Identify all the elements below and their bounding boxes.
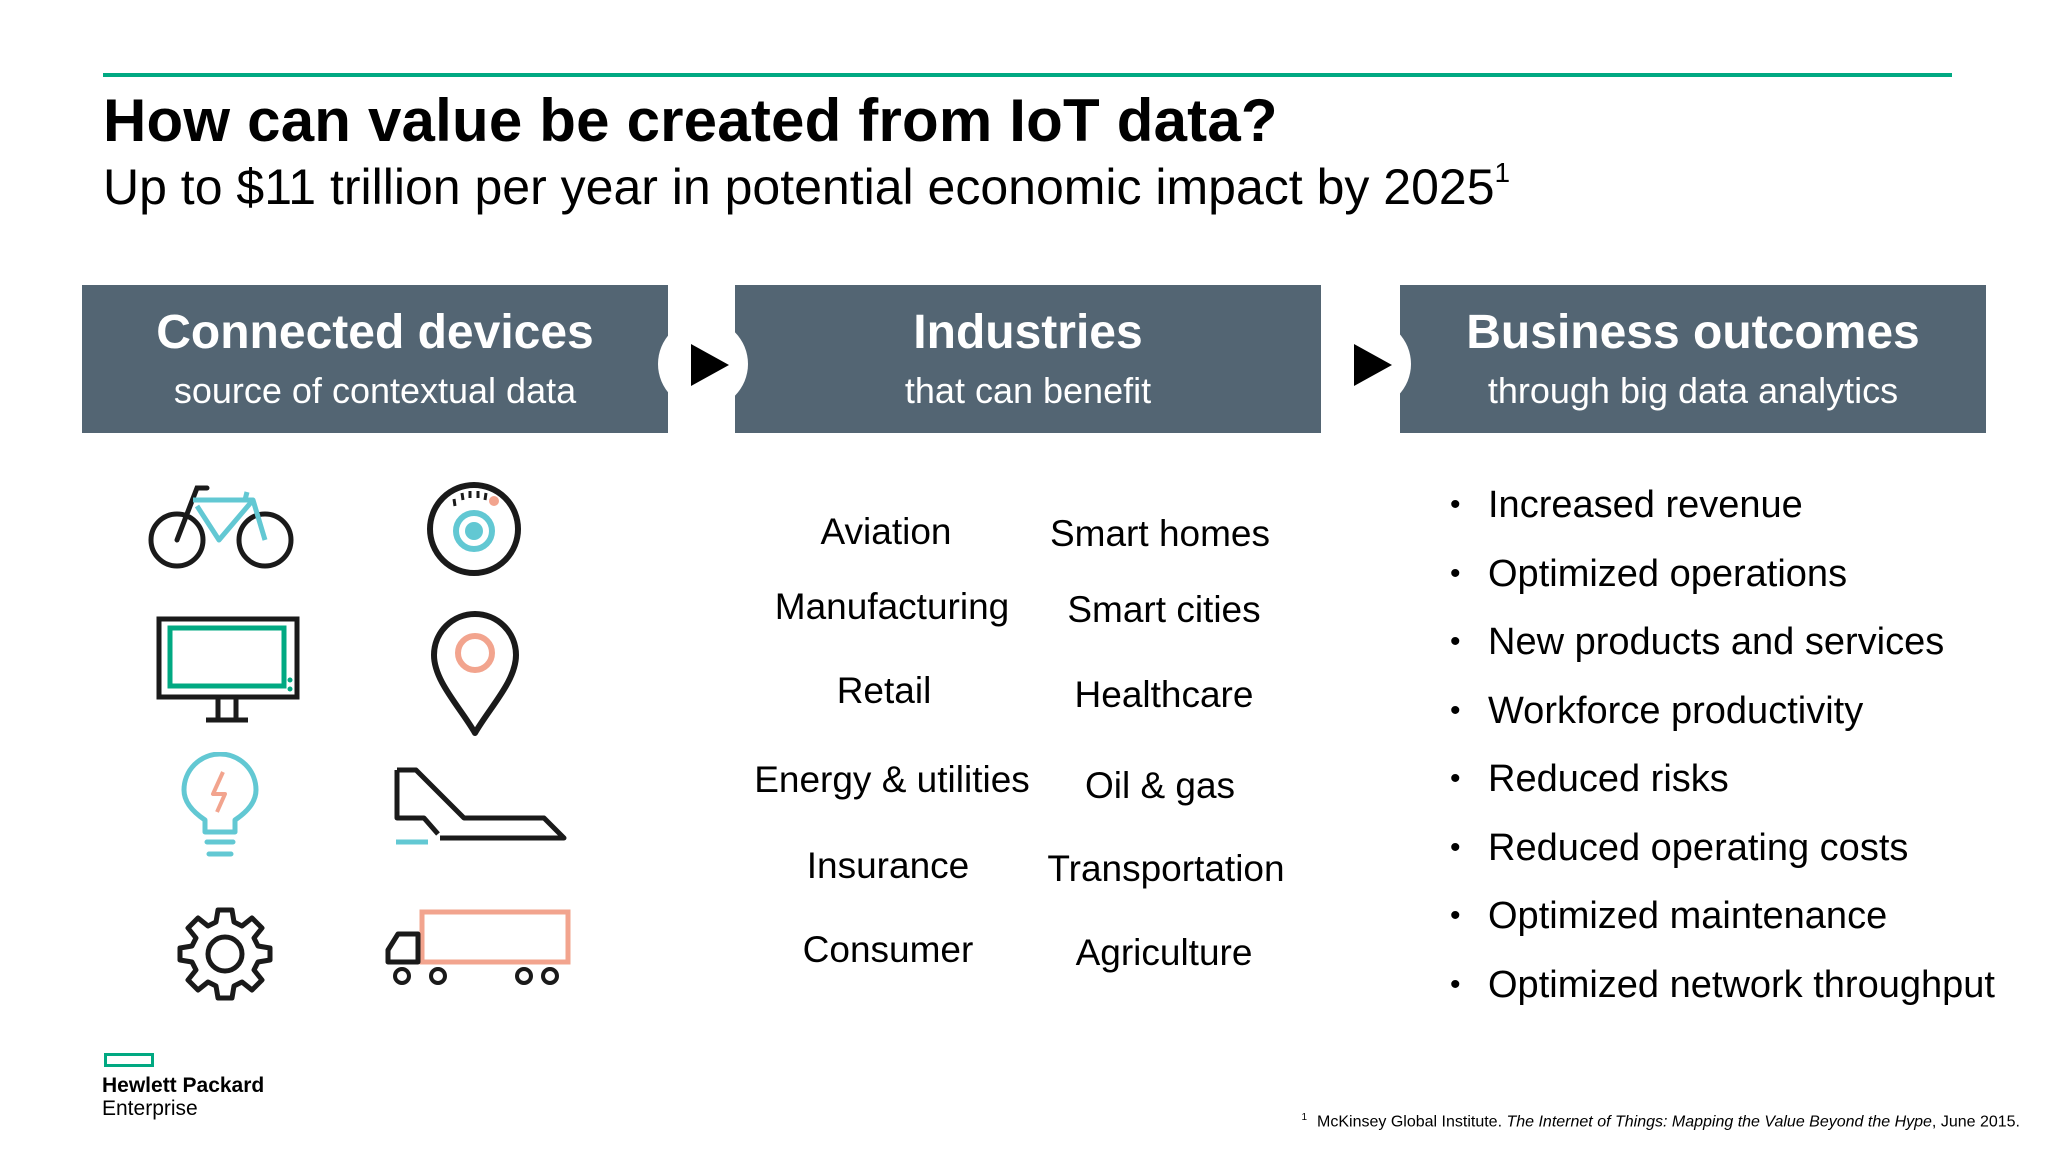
industry-item: Insurance xyxy=(806,845,970,886)
industry-item: Transportation xyxy=(1047,848,1285,889)
industry-item: Healthcare xyxy=(1074,674,1254,715)
business-outcomes-list: Increased revenue Optimized operations N… xyxy=(1442,480,1995,1028)
column-heading: Business outcomes xyxy=(1466,306,1920,359)
outcome-item: Optimized network throughput xyxy=(1442,960,1995,1029)
industry-item: Energy & utilities xyxy=(754,759,1030,800)
outcome-item: Reduced operating costs xyxy=(1442,823,1995,892)
industry-item: Retail xyxy=(836,670,932,711)
footnote: 1 McKinsey Global Institute. The Internet… xyxy=(1301,1112,2020,1131)
footnote-date: , June 2015. xyxy=(1931,1113,2020,1131)
column-subheading: that can benefit xyxy=(904,370,1152,411)
outcome-item: Optimized maintenance xyxy=(1442,891,1995,960)
page-subtitle: Up to $11 trillion per year in potential… xyxy=(103,158,1510,216)
footnote-mark: 1 xyxy=(1301,1112,1308,1123)
outcome-item: New products and services xyxy=(1442,617,1995,686)
industry-item: Consumer xyxy=(802,929,974,970)
logo-text-line1: Hewlett Packard xyxy=(102,1074,265,1097)
airplane-icon xyxy=(394,767,567,845)
fitness-tracker-icon xyxy=(427,482,521,576)
arrow-right-icon xyxy=(658,319,748,409)
connected-devices-header: Connected devices source of contextual d… xyxy=(82,285,668,433)
outcome-item: Optimized operations xyxy=(1442,549,1995,618)
industry-item: Manufacturing xyxy=(774,586,1010,627)
lightbulb-icon xyxy=(181,752,259,857)
hpe-logo-mark xyxy=(104,1053,154,1067)
page-title: How can value be created from IoT data? xyxy=(103,87,1278,154)
outcome-item: Increased revenue xyxy=(1442,480,1995,549)
outcome-item: Reduced risks xyxy=(1442,754,1995,823)
outcome-item: Workforce productivity xyxy=(1442,686,1995,755)
footnote-title: The Internet of Things: Mapping the Valu… xyxy=(1506,1113,1932,1131)
industry-item: Oil & gas xyxy=(1084,765,1236,806)
industries-header: Industries that can benefit xyxy=(735,285,1321,433)
subtitle-text: Up to $11 trillion per year in potential… xyxy=(103,159,1495,215)
truck-icon xyxy=(385,909,571,985)
industry-item: Aviation xyxy=(820,511,952,552)
bicycle-icon xyxy=(148,485,294,569)
footnote-source: McKinsey Global Institute. xyxy=(1317,1113,1507,1131)
industry-item: Agriculture xyxy=(1075,932,1253,973)
location-pin-icon xyxy=(431,611,519,736)
column-heading: Industries xyxy=(913,306,1143,359)
column-subheading: through big data analytics xyxy=(1487,370,1899,411)
business-outcomes-header: Business outcomes through big data analy… xyxy=(1400,285,1986,433)
gear-icon xyxy=(177,907,273,1001)
column-subheading: source of contextual data xyxy=(173,370,577,411)
industry-item: Smart homes xyxy=(1049,513,1270,554)
subtitle-footnote-mark: 1 xyxy=(1494,157,1511,188)
industry-item: Smart cities xyxy=(1067,589,1261,630)
monitor-icon xyxy=(156,616,300,723)
column-heading: Connected devices xyxy=(156,306,594,359)
arrow-right-icon xyxy=(1321,319,1411,409)
logo-text-line2: Enterprise xyxy=(102,1097,198,1120)
top-accent-rule xyxy=(103,73,1952,77)
